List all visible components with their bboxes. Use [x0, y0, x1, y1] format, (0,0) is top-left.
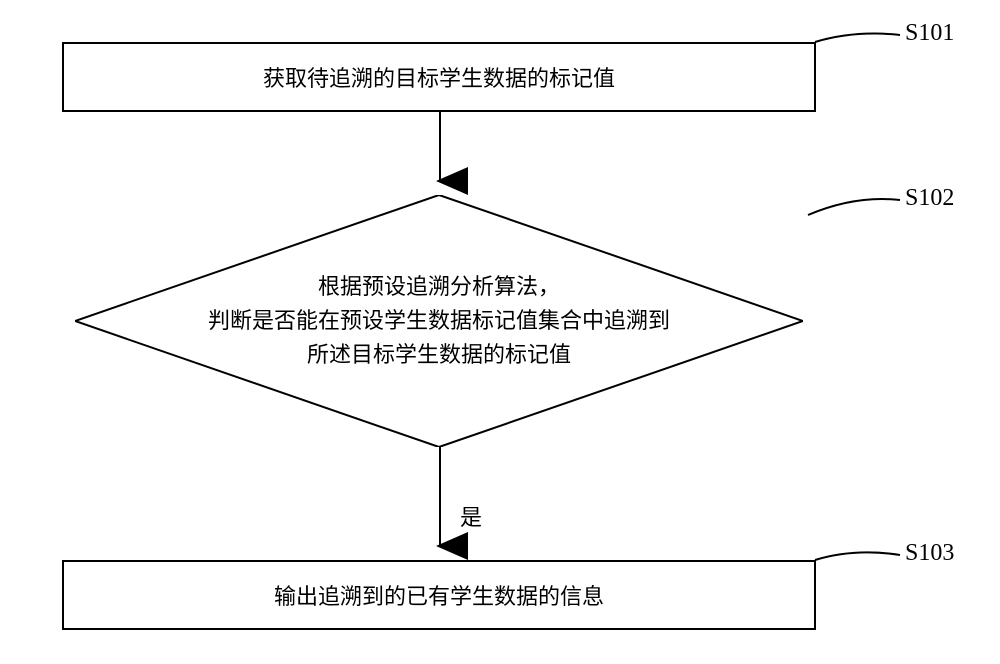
node-text-line: 所述目标学生数据的标记值 [307, 338, 571, 372]
flowchart-node-step1: 获取待追溯的目标学生数据的标记值 [62, 42, 816, 112]
node-text: 获取待追溯的目标学生数据的标记值 [263, 61, 615, 93]
step-label-s103: S103 [905, 540, 954, 567]
node-text: 输出追溯到的已有学生数据的信息 [274, 579, 604, 611]
step-label-s101: S101 [905, 20, 954, 47]
step-label-s102: S102 [905, 185, 954, 212]
callout-curve [815, 34, 900, 42]
node-text-line: 判断是否能在预设学生数据标记值集合中追溯到 [208, 304, 670, 338]
callout-curve [815, 552, 900, 560]
callout-curve [808, 199, 900, 215]
node-text: 根据预设追溯分析算法， 判断是否能在预设学生数据标记值集合中追溯到 所述目标学生… [75, 195, 803, 447]
edge-label-yes: 是 [460, 500, 482, 532]
flowchart-canvas: 获取待追溯的目标学生数据的标记值 根据预设追溯分析算法， 判断是否能在预设学生数… [0, 0, 1000, 664]
node-text-line: 根据预设追溯分析算法， [318, 270, 560, 304]
flowchart-node-step3: 输出追溯到的已有学生数据的信息 [62, 560, 816, 630]
flowchart-node-decision: 根据预设追溯分析算法， 判断是否能在预设学生数据标记值集合中追溯到 所述目标学生… [75, 195, 803, 447]
